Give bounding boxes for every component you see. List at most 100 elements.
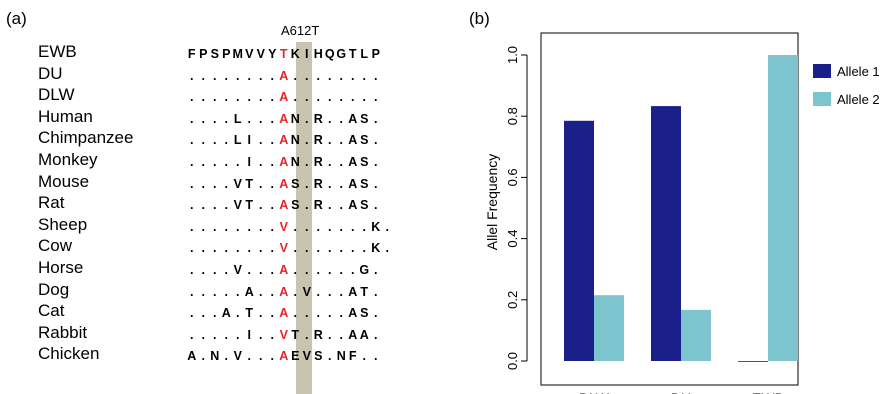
residue: L	[360, 47, 369, 61]
residue: T	[360, 284, 369, 299]
residue: .	[190, 306, 194, 321]
residue: V	[245, 47, 254, 61]
residue: .	[293, 68, 297, 83]
residue: .	[270, 263, 274, 277]
residue: .	[339, 90, 343, 105]
residue: .	[224, 263, 228, 277]
residue: .	[236, 306, 240, 321]
residue: V	[302, 284, 311, 299]
residue: .	[213, 68, 217, 83]
bars	[564, 55, 798, 362]
residue: .	[259, 176, 263, 191]
mutation-residue: A	[279, 263, 289, 277]
residue: .	[236, 241, 240, 256]
legend-label: Allele 1	[837, 64, 880, 79]
species-label: Horse	[38, 258, 84, 277]
residue: P	[222, 47, 231, 61]
residue: .	[259, 284, 263, 299]
residue: .	[247, 90, 251, 105]
residue: .	[316, 90, 320, 105]
residue: S	[210, 47, 219, 61]
residue: .	[328, 111, 332, 126]
residue: L	[233, 133, 242, 148]
residue: .	[213, 263, 217, 277]
residue: .	[224, 198, 228, 213]
residue: .	[305, 133, 309, 148]
residue: T	[245, 198, 254, 213]
residue: .	[224, 90, 228, 105]
residue: V	[233, 263, 242, 277]
residue: G	[336, 47, 347, 61]
residue: .	[190, 68, 194, 83]
residue: .	[213, 219, 217, 234]
residue: .	[328, 176, 332, 191]
residue: .	[201, 241, 205, 256]
residue: P	[371, 47, 380, 61]
residue: .	[190, 133, 194, 148]
residue: .	[328, 219, 332, 234]
residue: .	[247, 241, 251, 256]
residue: .	[362, 349, 366, 364]
residue: Q	[324, 47, 335, 61]
residue: V	[302, 349, 311, 364]
residue: .	[270, 284, 274, 299]
residue: .	[213, 111, 217, 126]
mutation-residue: A	[279, 176, 289, 191]
sequence-row: .... V... A...... G.	[186, 260, 382, 280]
y-tick-label: 1.0	[505, 46, 520, 64]
residue: .	[201, 90, 205, 105]
residue: I	[247, 327, 251, 342]
residue: V	[233, 176, 242, 191]
residue: .	[259, 90, 263, 105]
residue: R	[313, 176, 323, 191]
residue: N	[210, 349, 220, 364]
residue: .	[270, 133, 274, 148]
bar-allele-2	[768, 55, 798, 361]
y-tick-label: 0.8	[505, 107, 520, 125]
residue: .	[316, 306, 320, 321]
bar-allele-2	[681, 309, 711, 361]
residue: .	[293, 284, 297, 299]
sequence-row: ........ A........	[186, 66, 382, 86]
residue: .	[236, 327, 240, 342]
residue: .	[270, 68, 274, 83]
panel-a-label: (a)	[6, 9, 27, 28]
residue: .	[316, 241, 320, 256]
residue: .	[270, 155, 274, 169]
residue: .	[259, 111, 263, 126]
residue: .	[339, 176, 343, 191]
residue: .	[305, 90, 309, 105]
residue: K	[290, 47, 300, 61]
residue: I	[305, 47, 309, 61]
residue: .	[316, 68, 320, 83]
residue: .	[201, 284, 205, 299]
residue: V	[256, 47, 265, 61]
residue: .	[224, 349, 228, 364]
residue: S	[360, 133, 369, 148]
residue: .	[247, 111, 251, 126]
y-tick-label: 0.2	[505, 291, 520, 309]
residue: V	[233, 349, 242, 364]
residue: A	[359, 327, 369, 342]
residue: .	[224, 176, 228, 191]
residue: .	[213, 198, 217, 213]
species-label: Human	[38, 106, 93, 126]
y-axis: 0.0 0.2 0.4 0.6 0.8 1.0	[505, 46, 528, 370]
residue: .	[293, 306, 297, 321]
residue: .	[270, 176, 274, 191]
residue: .	[247, 68, 251, 83]
residue: .	[328, 349, 332, 364]
residue: .	[374, 263, 378, 277]
residue: .	[385, 219, 389, 234]
residue: E	[291, 349, 300, 364]
residue: .	[305, 68, 309, 83]
residue: .	[236, 68, 240, 83]
legend-label: Allele 2	[837, 92, 880, 107]
residue: A	[348, 111, 358, 126]
x-tick-label: DLW	[579, 390, 610, 394]
legend: Allele 1 Allele 2	[813, 64, 880, 107]
species-label: EWB	[38, 42, 77, 61]
